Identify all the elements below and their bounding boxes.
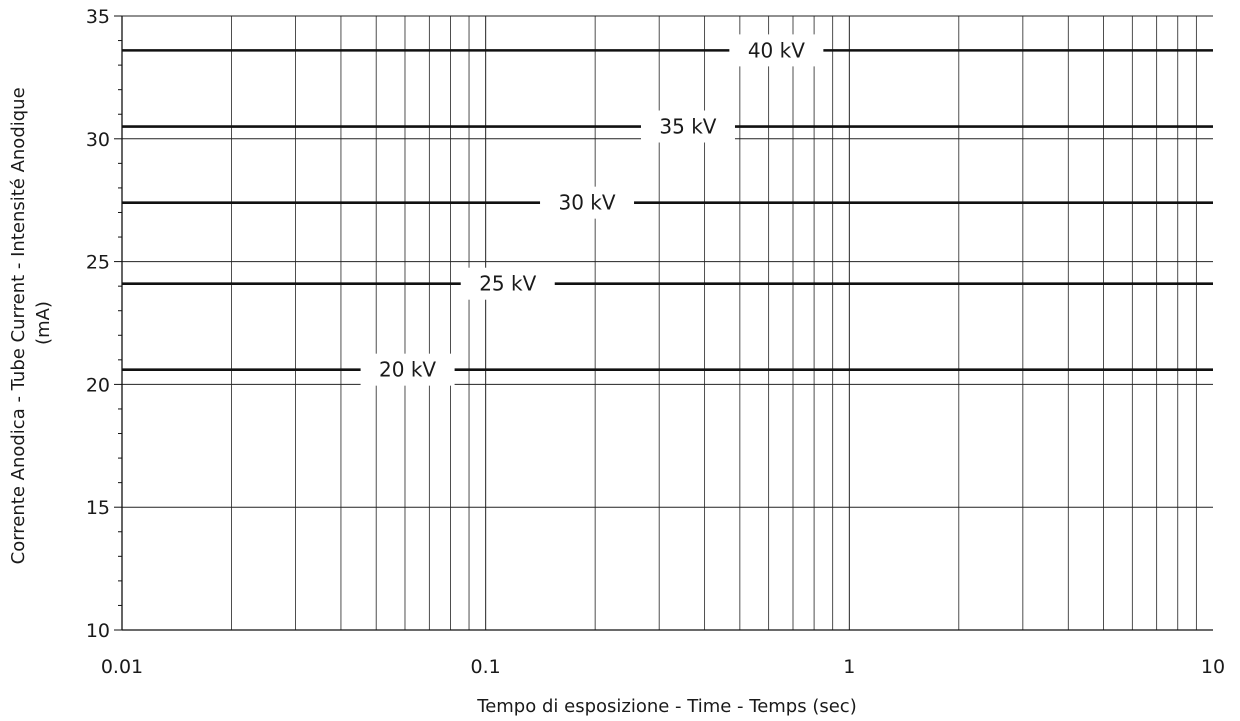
y-tick-label: 10 xyxy=(86,620,110,642)
x-tick-label: 1 xyxy=(843,656,855,678)
series-label: 35 kV xyxy=(659,115,716,139)
series-label-bg xyxy=(640,110,735,143)
y-tick-label: 15 xyxy=(86,497,110,519)
series-label: 30 kV xyxy=(559,191,616,215)
y-axis-label-line-1: Corrente Anodica - Tube Current - Intens… xyxy=(8,87,29,564)
series-label: 40 kV xyxy=(748,38,805,62)
series-label-bg xyxy=(360,353,455,386)
y-axis-label: Corrente Anodica - Tube Current - Intens… xyxy=(8,82,54,565)
series-lines: 40 kV 35 kV 30 kV 25 kV 20 kV xyxy=(122,34,1213,386)
x-tick-label: 10 xyxy=(1201,656,1225,678)
series-label: 20 kV xyxy=(379,358,436,382)
y-tick-label: 35 xyxy=(86,6,110,28)
y-tick-label: 25 xyxy=(86,252,110,274)
x-tick-label: 0.1 xyxy=(471,656,501,678)
series-label-bg xyxy=(540,186,635,219)
y-axis-label-line-2: (mA) xyxy=(33,301,54,345)
tick-labels: 10 15 20 25 30 35 0.01 0.1 1 10 xyxy=(86,6,1225,678)
x-tick-label: 0.01 xyxy=(101,656,143,678)
x-axis-label: Tempo di esposizione - Time - Temps (sec… xyxy=(476,696,856,717)
series-label-bg xyxy=(729,34,824,67)
y-tick-label: 20 xyxy=(86,374,110,396)
grid xyxy=(122,15,1213,631)
y-axis-ticks xyxy=(114,15,1213,631)
series-label-bg xyxy=(460,267,555,300)
y-tick-label: 30 xyxy=(86,129,110,151)
series-label: 25 kV xyxy=(479,272,536,296)
